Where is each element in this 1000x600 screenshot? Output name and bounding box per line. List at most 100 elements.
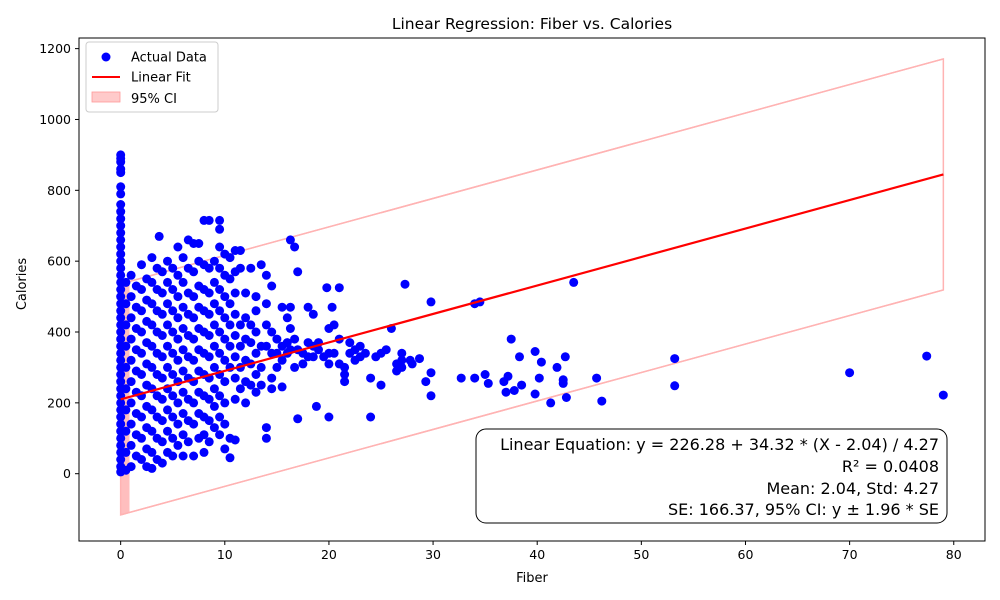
data-point (147, 405, 157, 415)
data-point (168, 433, 178, 443)
data-point (147, 341, 157, 351)
fit-line-layer (120, 173, 944, 401)
data-point (121, 320, 131, 330)
data-point (121, 277, 131, 287)
data-point (147, 320, 157, 330)
data-point (215, 327, 225, 337)
data-point (220, 419, 230, 429)
data-point (204, 352, 214, 362)
data-point (178, 345, 188, 355)
data-point (116, 355, 126, 365)
data-point (327, 302, 337, 312)
data-point (251, 387, 261, 397)
data-point (215, 348, 225, 358)
data-point (308, 352, 318, 362)
data-point (137, 285, 146, 294)
data-point (147, 299, 157, 309)
data-point (366, 373, 376, 383)
data-point (209, 256, 219, 266)
legend-scatter-marker (101, 52, 111, 62)
data-point (163, 426, 172, 436)
data-point (178, 366, 188, 376)
data-point (126, 355, 136, 365)
data-point (670, 354, 680, 364)
data-point (261, 270, 271, 280)
data-point (592, 373, 602, 383)
data-point (277, 302, 287, 312)
data-point (552, 362, 562, 372)
legend: Actual Data Linear Fit 95% CI (85, 41, 219, 113)
data-point (189, 334, 199, 344)
data-point (272, 334, 282, 344)
data-point (230, 331, 240, 340)
data-point (215, 242, 225, 252)
data-point (922, 351, 932, 361)
data-point (220, 292, 230, 302)
data-point (163, 277, 172, 287)
data-point (261, 341, 271, 351)
data-point (116, 221, 126, 231)
data-point (157, 394, 167, 404)
y-tick-label: 0 (63, 466, 71, 481)
data-point (168, 391, 178, 401)
data-point (137, 455, 146, 464)
data-point (597, 396, 607, 406)
data-point (220, 313, 230, 323)
x-tick-label: 50 (633, 547, 649, 562)
data-point (157, 437, 167, 447)
data-point (137, 348, 146, 358)
data-point (546, 398, 556, 408)
legend-scatter-label: Actual Data (131, 51, 207, 66)
y-tick-label: 400 (47, 325, 71, 340)
data-point (400, 279, 410, 289)
data-point (178, 277, 188, 287)
data-point (246, 338, 256, 348)
data-point (360, 348, 370, 358)
data-point (220, 355, 230, 365)
data-point (285, 324, 295, 333)
data-point (157, 352, 167, 362)
data-point (272, 362, 282, 372)
data-point (225, 274, 235, 284)
x-axis-ticks: 0 10 20 30 40 50 60 70 80 (117, 541, 962, 562)
data-point (168, 285, 178, 294)
data-point (204, 331, 214, 340)
data-point (199, 430, 209, 440)
data-point (470, 373, 480, 383)
data-point (261, 320, 271, 330)
data-point (137, 412, 146, 422)
data-point (194, 239, 204, 248)
data-point (116, 398, 126, 408)
annotation-box (475, 428, 948, 524)
data-point (251, 327, 261, 337)
data-point (116, 348, 126, 358)
data-point (121, 362, 131, 372)
data-point (147, 463, 157, 473)
data-point (116, 377, 126, 387)
x-tick-label: 70 (842, 547, 858, 562)
data-point (157, 331, 167, 340)
data-point (116, 182, 126, 192)
data-point (121, 405, 131, 415)
data-point (225, 253, 235, 263)
data-point (178, 430, 188, 440)
data-point (324, 412, 334, 422)
data-point (215, 412, 225, 422)
data-point (517, 380, 527, 390)
y-tick-label: 200 (47, 395, 71, 410)
data-point (267, 281, 277, 291)
data-point (220, 444, 230, 454)
data-point (116, 370, 126, 379)
data-point (189, 398, 199, 408)
data-point (209, 423, 219, 433)
legend-ci-marker (91, 91, 121, 103)
data-point (426, 368, 436, 378)
data-point (225, 453, 235, 463)
data-point (147, 447, 157, 457)
data-point (381, 345, 391, 355)
x-tick-label: 60 (738, 547, 754, 562)
data-point (230, 373, 240, 383)
legend-ci-label: 95% CI (131, 92, 177, 107)
data-point (163, 299, 172, 309)
